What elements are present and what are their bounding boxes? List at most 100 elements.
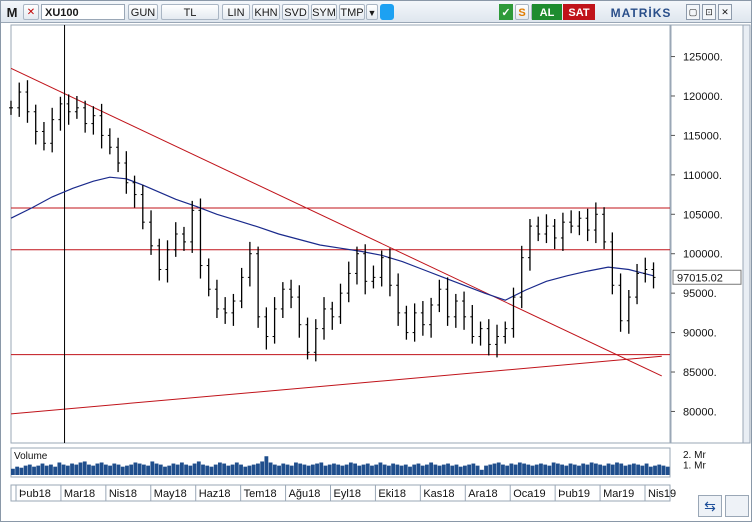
close-symbol-icon[interactable]: ✕ bbox=[23, 4, 39, 20]
y-tick-label: 80000. bbox=[683, 406, 717, 418]
volume-bar bbox=[644, 463, 649, 475]
volume-bar bbox=[120, 466, 125, 475]
volume-bar bbox=[636, 464, 641, 475]
volume-bar bbox=[429, 462, 434, 475]
toolbar: M ✕ XU100 GUN TL LIN KHN SVD SYM TMP ▼ ✓… bbox=[1, 1, 751, 23]
svd-button[interactable]: SVD bbox=[282, 4, 309, 20]
volume-bar bbox=[348, 462, 353, 475]
volume-bar bbox=[615, 462, 619, 475]
tmp-button[interactable]: TMP bbox=[339, 4, 365, 20]
x-tick-label: Mar18 bbox=[64, 488, 95, 500]
volume-bar bbox=[44, 465, 49, 475]
volume-bar bbox=[593, 463, 598, 475]
window-maximize-icon[interactable]: ⊡ bbox=[702, 4, 716, 20]
chevron-down-icon[interactable]: ▼ bbox=[366, 4, 378, 20]
volume-bar bbox=[137, 463, 142, 475]
volume-bar bbox=[665, 466, 670, 475]
volume-bar bbox=[501, 464, 505, 475]
volume-bar bbox=[505, 465, 510, 475]
refresh-icon[interactable]: S bbox=[515, 4, 529, 20]
sync-icon[interactable]: ⇆ bbox=[698, 495, 722, 517]
volume-bar bbox=[365, 463, 370, 475]
y-tick-label: 105000. bbox=[683, 209, 723, 221]
volume-bar bbox=[657, 464, 662, 475]
scale-button[interactable]: LIN bbox=[222, 4, 250, 20]
volume-bar bbox=[488, 464, 493, 475]
y-tick-label: 115000. bbox=[683, 130, 722, 142]
volume-bar bbox=[437, 465, 442, 475]
check-icon[interactable]: ✓ bbox=[499, 4, 513, 20]
volume-label: Volume bbox=[14, 451, 48, 462]
volume-bar bbox=[125, 465, 129, 475]
x-tick-label: Nis18 bbox=[109, 488, 137, 500]
window-close-icon[interactable]: ✕ bbox=[718, 4, 732, 20]
twitter-icon[interactable] bbox=[380, 4, 394, 20]
volume-tick-label: 1. Mr bbox=[683, 461, 706, 472]
currency-button[interactable]: TL bbox=[161, 4, 219, 20]
volume-bar bbox=[57, 462, 62, 475]
volume-bar bbox=[509, 463, 514, 475]
volume-bar bbox=[323, 465, 328, 475]
volume-bar bbox=[577, 465, 581, 475]
volume-bar bbox=[222, 463, 227, 475]
volume-bar bbox=[572, 464, 577, 475]
volume-bar bbox=[496, 462, 501, 475]
volume-bar bbox=[272, 464, 277, 475]
khn-button[interactable]: KHN bbox=[252, 4, 280, 20]
volume-bar bbox=[163, 466, 167, 475]
volume-bar bbox=[598, 464, 603, 475]
y-tick-label: 110000. bbox=[683, 170, 722, 182]
sell-button[interactable]: SAT bbox=[563, 4, 595, 20]
volume-bar bbox=[65, 465, 70, 475]
sym-button[interactable]: SYM bbox=[311, 4, 337, 20]
volume-bar bbox=[277, 465, 281, 475]
volume-bar bbox=[243, 466, 248, 475]
volume-bar bbox=[192, 463, 197, 475]
volume-bar bbox=[234, 462, 239, 475]
volume-bar bbox=[15, 466, 20, 475]
volume-bar bbox=[19, 467, 24, 475]
volume-bar bbox=[188, 465, 193, 475]
volume-bar bbox=[513, 464, 518, 475]
volume-bar bbox=[150, 461, 155, 475]
volume-bar bbox=[484, 465, 488, 475]
period-button[interactable]: GUN bbox=[128, 4, 158, 20]
brand-logo: MATRİKS bbox=[610, 6, 672, 20]
y-tick-label: 120000. bbox=[683, 91, 723, 103]
volume-bar bbox=[217, 462, 222, 475]
volume-bar bbox=[619, 463, 624, 475]
volume-bar bbox=[53, 466, 58, 475]
volume-bar bbox=[289, 465, 294, 475]
volume-bar bbox=[175, 464, 180, 475]
volume-bar bbox=[91, 465, 96, 475]
volume-tick-label: 2. Mr bbox=[683, 450, 706, 461]
volume-bar bbox=[141, 464, 146, 475]
volume-bar bbox=[581, 463, 586, 475]
volume-bar bbox=[108, 465, 112, 475]
volume-bar bbox=[530, 465, 535, 475]
volume-bar bbox=[285, 464, 290, 475]
volume-bar bbox=[543, 464, 548, 475]
symbol-input[interactable]: XU100 bbox=[41, 4, 125, 20]
volume-bar bbox=[357, 465, 362, 475]
volume-bar bbox=[378, 462, 383, 475]
volume-bar bbox=[209, 466, 214, 475]
volume-bar bbox=[184, 464, 189, 475]
volume-bar bbox=[526, 464, 531, 475]
volume-bar bbox=[602, 465, 607, 475]
window-restore-icon[interactable]: ▢ bbox=[686, 4, 700, 20]
volume-bar bbox=[344, 464, 349, 475]
volume-bar bbox=[395, 464, 400, 475]
volume-bar bbox=[239, 464, 243, 475]
volume-bar bbox=[201, 464, 205, 475]
y-tick-label: 85000. bbox=[683, 367, 717, 379]
volume-bar bbox=[374, 464, 379, 475]
trend-line-1 bbox=[11, 355, 662, 415]
price-axis-panel bbox=[670, 24, 744, 444]
volume-bar bbox=[74, 464, 79, 475]
volume-bar bbox=[547, 465, 552, 475]
volume-bar bbox=[78, 462, 83, 475]
buy-button[interactable]: AL bbox=[532, 4, 562, 20]
